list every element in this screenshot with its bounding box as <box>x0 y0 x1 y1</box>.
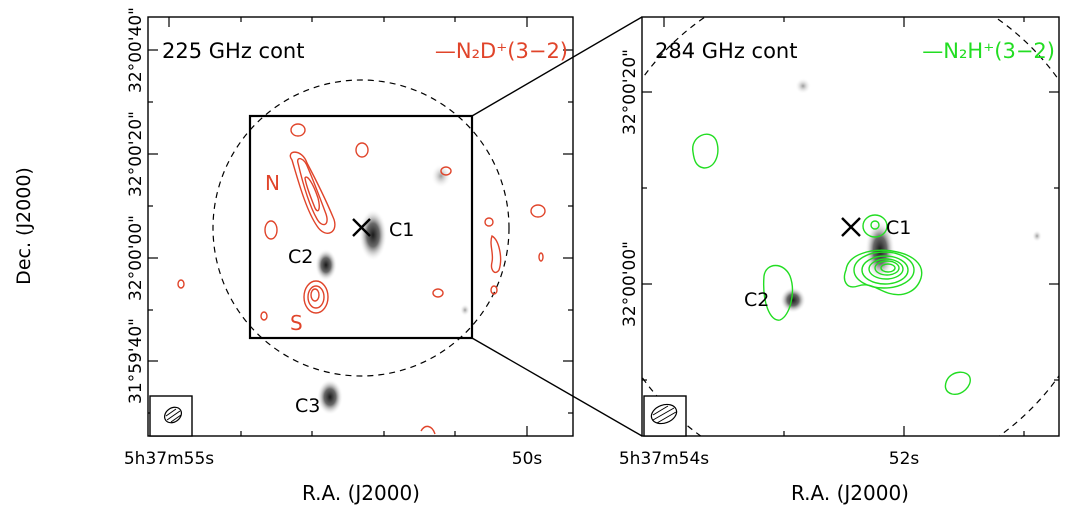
left-ytick-label: 31°59'40" <box>126 318 146 404</box>
zoom-connectors <box>471 16 643 437</box>
right-ytick-label: 32°00'20" <box>620 49 640 135</box>
right-xtick-label: 52s <box>889 449 920 469</box>
left-feature-n-label: N <box>265 171 280 195</box>
right-panel-frame <box>641 16 1060 437</box>
left-source-c2-emission <box>315 249 337 281</box>
right-phase-center-marker <box>841 217 861 237</box>
left-contour-label: —N₂D⁺(3−2) <box>435 39 568 63</box>
right-xtick-label: 5h37m54s <box>619 449 709 469</box>
left-phase-center-marker <box>352 218 371 237</box>
right-continuum-label: 284 GHz cont <box>655 39 797 63</box>
right-n2hp-contours <box>692 133 971 395</box>
left-zoom-box <box>248 114 474 340</box>
left-source-c1-emission <box>359 209 387 261</box>
left-xtick-label: 50s <box>512 449 543 469</box>
right-panel: 284 GHz cont —N₂H⁺(3−2) C1 C2 32°00'20" … <box>619 16 1060 505</box>
left-primary-beam <box>212 79 510 377</box>
right-ticks <box>642 17 1059 436</box>
left-source-c1-label: C1 <box>389 219 414 241</box>
left-source-c3-emission <box>317 379 343 415</box>
left-feature-s-label: S <box>290 311 303 335</box>
left-ytick-label: 32°00'20" <box>126 111 146 197</box>
left-panel-frame <box>147 16 574 437</box>
left-faint-emission-2 <box>460 304 470 316</box>
left-panel: 225 GHz cont —N₂D⁺(3−2) C1 C2 C3 N S 32°… <box>124 7 574 505</box>
right-xlabel: R.A. (J2000) <box>791 481 909 505</box>
right-beam-inset <box>643 395 687 437</box>
right-source-c1-label: C1 <box>886 217 911 239</box>
left-ytick-label: 32°00'40" <box>126 7 146 93</box>
left-ytick-label: 32°00'00" <box>126 215 146 301</box>
left-beam-inset <box>149 395 193 437</box>
left-continuum-label: 225 GHz cont <box>162 39 304 63</box>
right-ytick-label: 32°00'00" <box>620 241 640 327</box>
right-source-c2-emission <box>780 287 806 313</box>
right-contour-label: —N₂H⁺(3−2) <box>922 39 1055 63</box>
left-source-c3-label: C3 <box>295 395 320 417</box>
left-faint-emission <box>431 164 451 188</box>
right-source-c2-label: C2 <box>744 289 769 311</box>
left-xlabel: R.A. (J2000) <box>302 481 420 505</box>
y-axis-label: Dec. (J2000) <box>13 167 35 285</box>
right-faint-emission-2 <box>1032 230 1042 242</box>
right-faint-emission <box>795 78 811 94</box>
left-n2dp-contours <box>177 123 546 435</box>
left-xtick-label: 5h37m55s <box>124 449 214 469</box>
left-source-c2-label: C2 <box>288 246 313 268</box>
